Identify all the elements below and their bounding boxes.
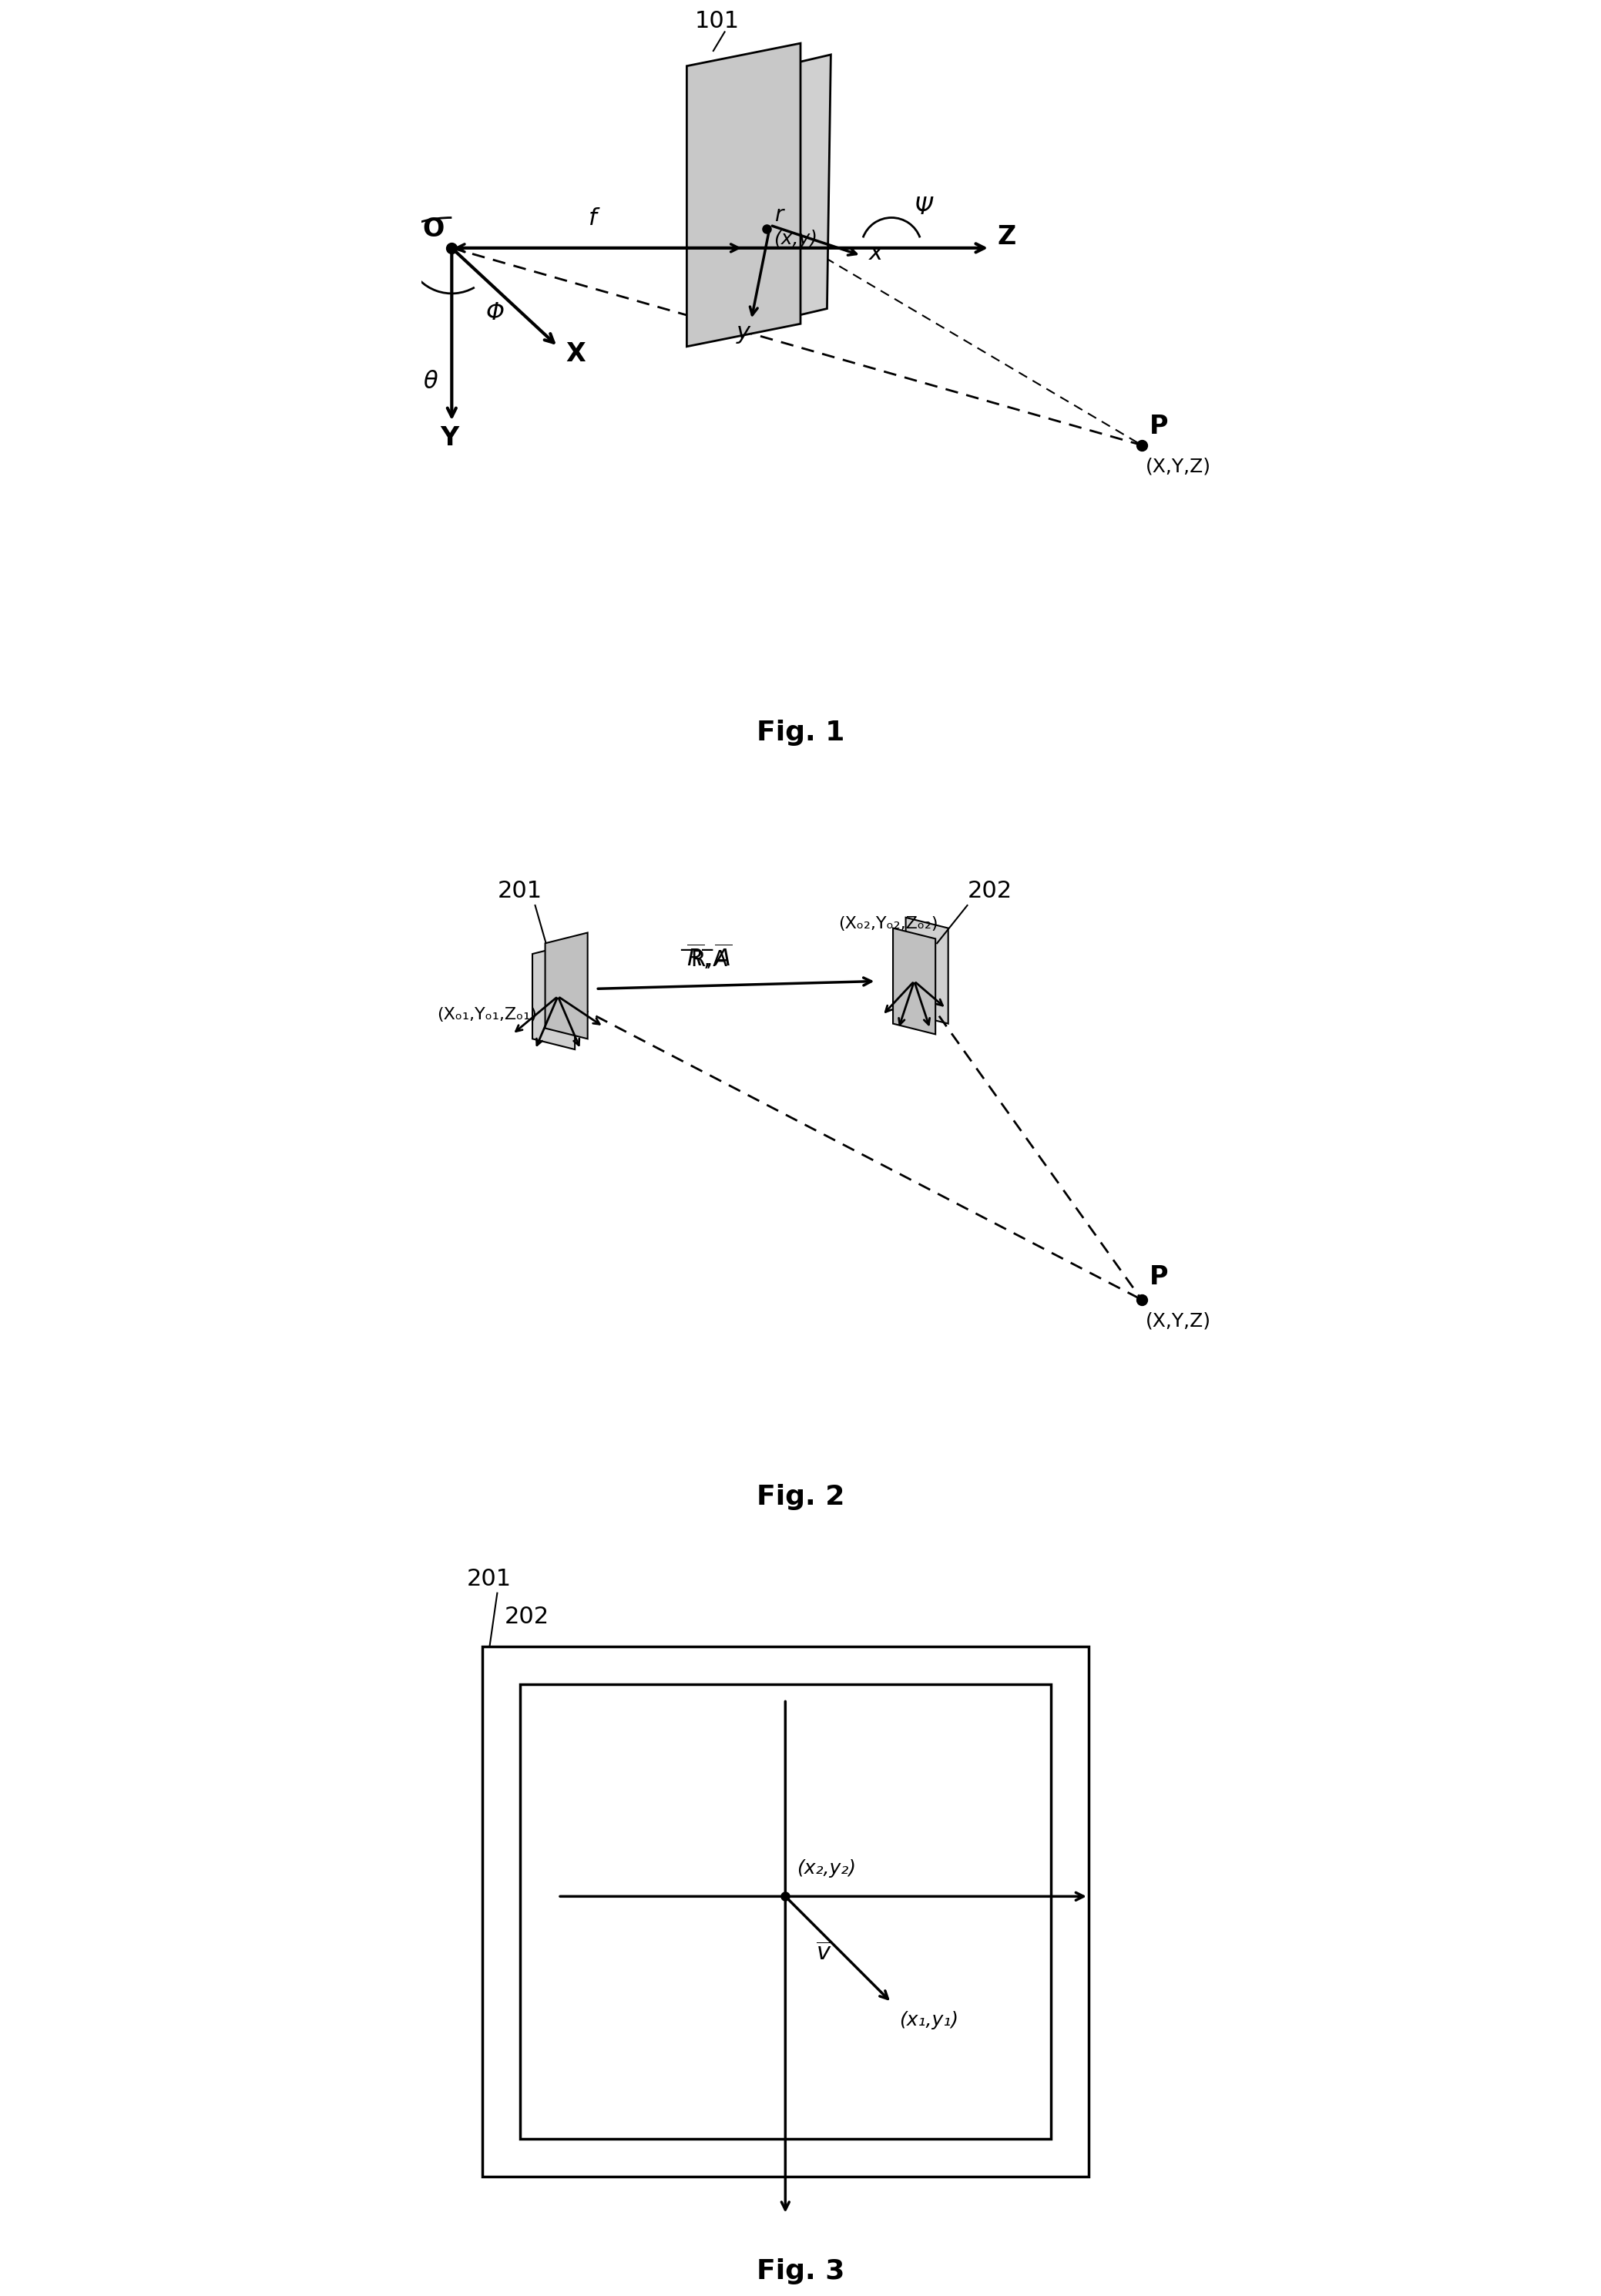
Text: O: O xyxy=(423,216,443,241)
Polygon shape xyxy=(893,928,935,1033)
Text: 202: 202 xyxy=(967,879,1012,902)
Text: f: f xyxy=(588,207,597,230)
Text: Fig. 3: Fig. 3 xyxy=(756,2259,845,2285)
Polygon shape xyxy=(546,932,588,1038)
Text: Φ: Φ xyxy=(485,303,504,324)
Text: (x,y): (x,y) xyxy=(773,230,818,248)
Text: $\overline{v}$: $\overline{v}$ xyxy=(815,1942,831,1965)
Text: X: X xyxy=(565,342,586,367)
Text: (Xₒ₂,Yₒ₂,Zₒ₂): (Xₒ₂,Yₒ₂,Zₒ₂) xyxy=(839,916,938,932)
Text: θ: θ xyxy=(423,370,437,393)
Polygon shape xyxy=(533,944,575,1049)
Text: Fig. 1: Fig. 1 xyxy=(756,721,845,746)
Text: $\overline{R},\overline{A}$: $\overline{R},\overline{A}$ xyxy=(687,941,733,971)
Text: Ψ: Ψ xyxy=(914,195,933,218)
Bar xyxy=(482,1646,1089,2177)
Text: x: x xyxy=(869,241,882,264)
Text: 202: 202 xyxy=(504,1605,549,1628)
Bar xyxy=(520,1683,1050,2140)
Text: (x₂,y₂): (x₂,y₂) xyxy=(797,1860,857,1878)
Text: r: r xyxy=(773,204,783,225)
Polygon shape xyxy=(687,44,800,347)
Text: (X,Y,Z): (X,Y,Z) xyxy=(1145,457,1210,475)
Polygon shape xyxy=(714,55,831,335)
Text: 201: 201 xyxy=(467,1568,512,1591)
Text: P: P xyxy=(1150,1265,1169,1290)
Text: (Xₒ₁,Yₒ₁,Zₒ₁): (Xₒ₁,Yₒ₁,Zₒ₁) xyxy=(437,1006,536,1022)
Text: y: y xyxy=(736,321,749,344)
Text: (X,Y,Z): (X,Y,Z) xyxy=(1145,1311,1210,1329)
Text: Fig. 2: Fig. 2 xyxy=(756,1483,845,1511)
Text: 101: 101 xyxy=(695,11,740,32)
Text: ̅R,̅A: ̅R,̅A xyxy=(692,948,728,971)
Text: 201: 201 xyxy=(498,879,543,902)
Text: Z: Z xyxy=(997,225,1017,250)
Text: P: P xyxy=(1150,413,1169,439)
Text: Y: Y xyxy=(440,425,459,450)
Polygon shape xyxy=(906,918,948,1024)
Text: (x₁,y₁): (x₁,y₁) xyxy=(900,2011,959,2030)
